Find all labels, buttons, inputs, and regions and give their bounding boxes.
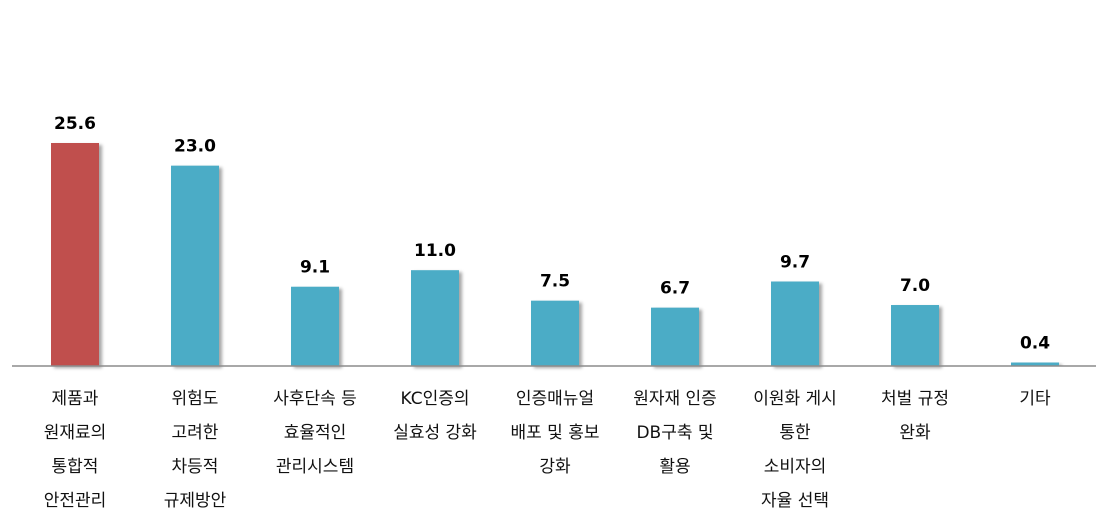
category-label-3-line-0: KC인증의 <box>400 389 469 409</box>
category-label-7-line-1: 완화 <box>899 423 931 443</box>
value-label-1: 23.0 <box>174 137 216 157</box>
category-label-2-line-2: 관리시스템 <box>276 457 354 477</box>
bar-4 <box>531 300 579 366</box>
category-label-1-line-2: 차등적 <box>172 457 219 477</box>
bar-7 <box>891 305 939 366</box>
category-label-0-line-2: 통합적 <box>52 457 99 477</box>
value-label-2: 9.1 <box>300 258 330 278</box>
category-label-4-line-2: 강화 <box>539 457 571 477</box>
category-label-1-line-3: 규제방안 <box>164 491 227 511</box>
category-label-6-line-2: 소비자의 <box>764 457 827 477</box>
category-label-6-line-0: 이원화 게시 <box>753 389 837 409</box>
category-label-5-line-0: 원자재 인증 <box>633 389 717 409</box>
bar-8 <box>1011 362 1059 366</box>
category-label-3-line-1: 실효성 강화 <box>393 423 477 443</box>
bars-group <box>51 143 1059 366</box>
category-label-5-line-2: 활용 <box>659 457 690 477</box>
bar-0 <box>51 143 99 366</box>
value-label-8: 0.4 <box>1020 334 1050 354</box>
category-label-6-line-3: 자율 선택 <box>761 491 829 511</box>
bar-2 <box>291 286 339 366</box>
category-label-4-line-0: 인증매뉴얼 <box>516 389 594 409</box>
category-label-7-line-0: 처벌 규정 <box>881 389 949 409</box>
category-label-8-line-0: 기타 <box>1019 389 1051 409</box>
category-label-5-line-1: DB구축 및 <box>636 423 713 443</box>
category-label-0-line-3: 안전관리 <box>44 491 107 511</box>
category-label-2-line-1: 효율적인 <box>284 423 347 443</box>
value-label-5: 6.7 <box>660 279 690 299</box>
bar-5 <box>651 307 699 366</box>
bar-3 <box>411 270 459 366</box>
category-label-0-line-1: 원재료의 <box>44 423 107 443</box>
value-label-3: 11.0 <box>414 241 456 261</box>
bar-1 <box>171 165 219 366</box>
category-label-0-line-0: 제품과 <box>52 389 99 409</box>
value-label-7: 7.0 <box>900 276 930 296</box>
category-label-2-line-0: 사후단속 등 <box>273 389 357 409</box>
value-label-6: 9.7 <box>780 253 810 273</box>
value-labels-group: 25.6 23.0 9.1 11.0 7.5 6.7 9.7 7.0 0.4 <box>54 114 1050 354</box>
category-label-1-line-1: 고려한 <box>172 423 219 443</box>
bar-6 <box>771 281 819 366</box>
value-label-4: 7.5 <box>540 272 570 292</box>
category-label-1-line-0: 위험도 <box>172 389 219 409</box>
category-label-6-line-1: 통한 <box>779 423 811 443</box>
value-label-0: 25.6 <box>54 114 96 134</box>
category-label-4-line-1: 배포 및 홍보 <box>510 423 599 443</box>
